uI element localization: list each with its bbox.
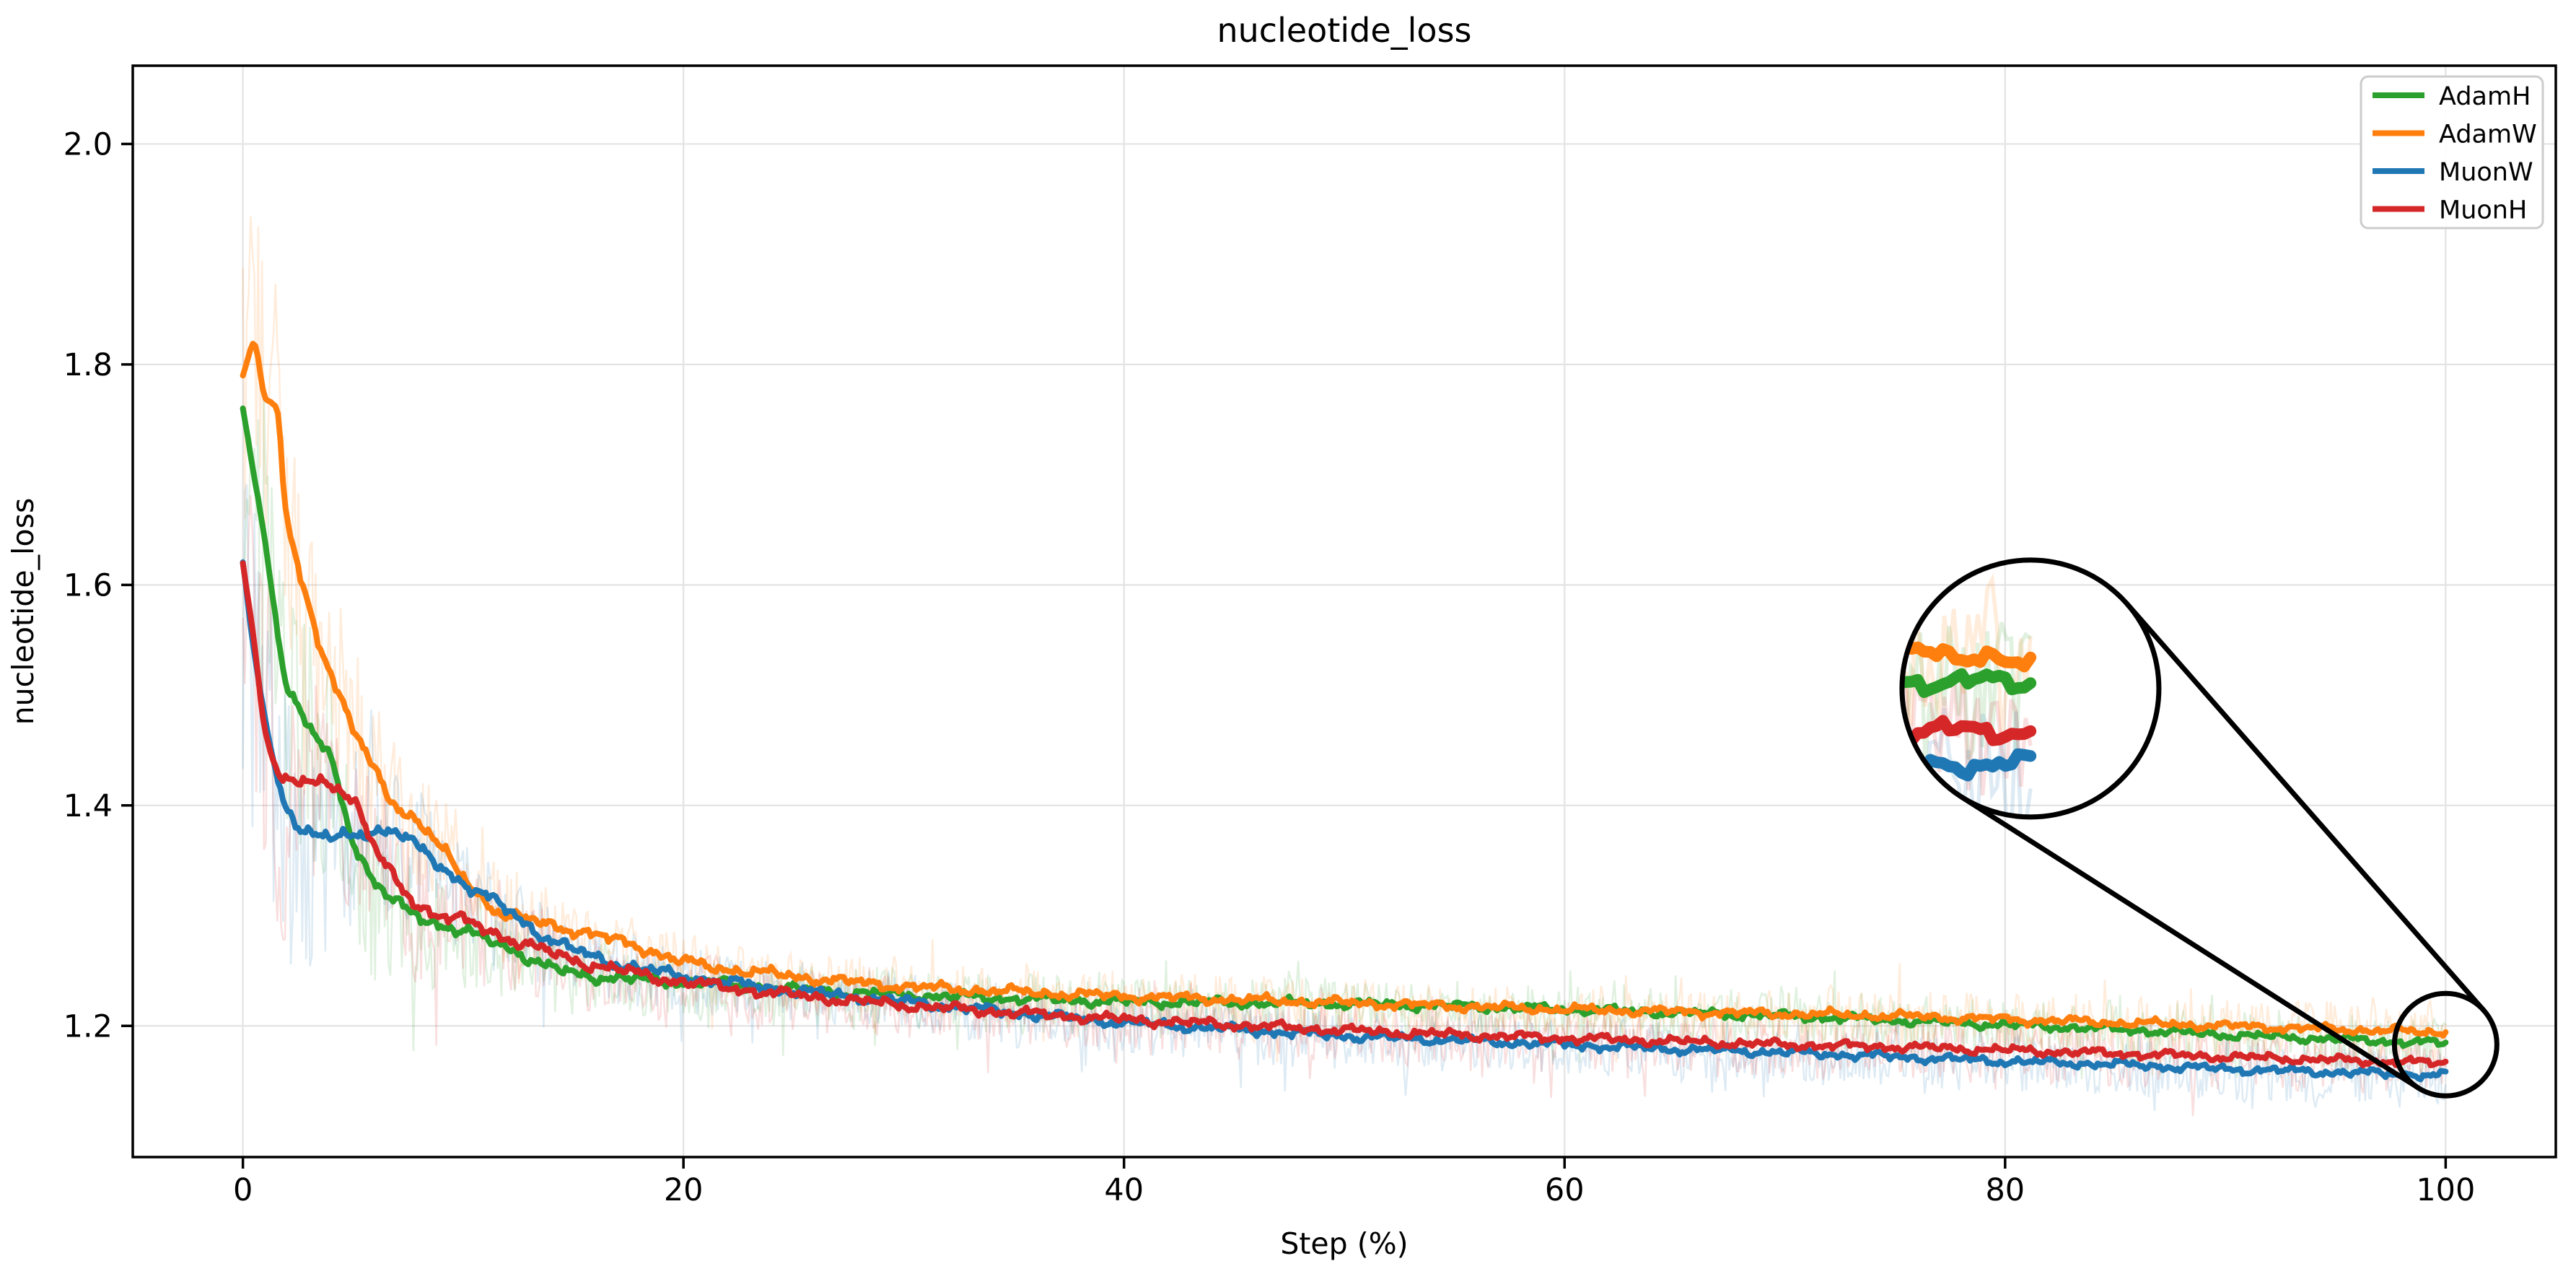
lens-raw-MuonW	[1903, 704, 2033, 815]
legend-entry: AdamH	[2373, 82, 2531, 111]
data-layer	[240, 216, 2449, 1117]
legend: AdamH AdamW MuonW MuonH	[2360, 75, 2544, 230]
chart-title: nucleotide_loss	[1217, 11, 1472, 50]
lens-circle	[1899, 557, 2162, 820]
x-tick-label: 20	[664, 1172, 704, 1208]
magnifier-connector-line	[2124, 601, 2487, 1013]
legend-box	[2360, 75, 2544, 230]
legend-label-MuonH: MuonH	[2439, 196, 2527, 225]
x-tick-label: 0	[233, 1172, 253, 1208]
y-tick-label: 2.0	[63, 126, 113, 162]
gridlines	[133, 66, 2556, 1157]
magnifier-lens-content	[1903, 569, 2037, 815]
series-line-AdamW	[240, 341, 2449, 1039]
y-tick-labels: 1.2 1.4 1.6 1.8 2.0	[63, 126, 113, 1044]
lens-line-AdamH	[1903, 666, 2037, 698]
target-circle	[2391, 990, 2500, 1099]
tick-marks	[121, 142, 2448, 1169]
magnifier-connector-line	[1958, 794, 2421, 1091]
magnified-tail	[1903, 569, 2037, 815]
x-axis-label: Step (%)	[1280, 1226, 1408, 1261]
x-tick-label: 60	[1545, 1172, 1585, 1208]
y-axis-label: nucleotide_loss	[6, 498, 40, 725]
y-tick-label: 1.6	[63, 567, 113, 603]
lens-line-AdamW	[1903, 634, 2037, 673]
y-tick-label: 1.4	[63, 788, 113, 824]
lens-line-MuonH	[1903, 715, 2037, 746]
magnifier-annotation	[1899, 557, 2500, 1099]
legend-entry: MuonW	[2373, 158, 2533, 187]
lens-raw-AdamH	[1903, 621, 2032, 760]
y-tick-label: 1.2	[63, 1008, 113, 1044]
legend-label-MuonW: MuonW	[2439, 158, 2533, 187]
legend-entry: AdamW	[2373, 121, 2537, 149]
series-line-AdamH	[240, 405, 2449, 1050]
legend-label-AdamW: AdamW	[2439, 121, 2537, 149]
raw-trace-AdamW	[242, 216, 2447, 1076]
x-tick-label: 40	[1104, 1172, 1144, 1208]
lens-line-MuonW	[1903, 743, 2037, 782]
x-tick-label: 80	[1985, 1172, 2025, 1208]
series-line-MuonH	[240, 560, 2449, 1069]
legend-entry: MuonH	[2373, 196, 2527, 225]
x-tick-labels: 0 20 40 60 80 100	[233, 1172, 2475, 1208]
x-tick-label: 100	[2416, 1172, 2475, 1208]
y-tick-label: 1.8	[63, 347, 113, 383]
plot-border	[131, 64, 2557, 1159]
axes-frame	[131, 64, 2557, 1159]
legend-label-AdamH: AdamH	[2439, 82, 2531, 111]
